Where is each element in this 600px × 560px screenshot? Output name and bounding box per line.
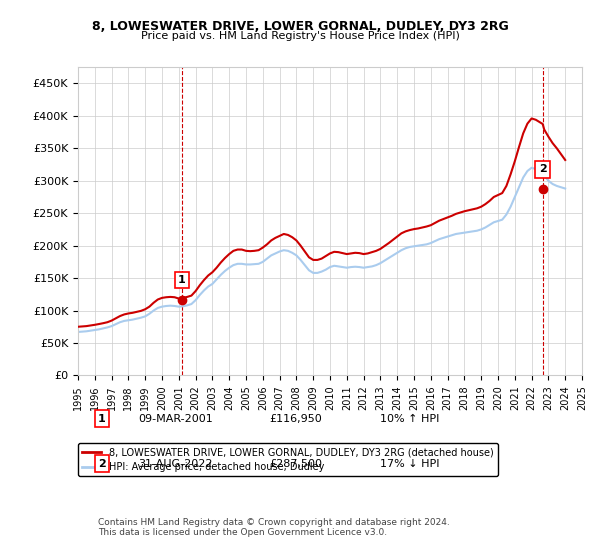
Text: 2: 2 bbox=[539, 165, 547, 174]
Text: Price paid vs. HM Land Registry's House Price Index (HPI): Price paid vs. HM Land Registry's House … bbox=[140, 31, 460, 41]
Text: 09-MAR-2001: 09-MAR-2001 bbox=[139, 414, 213, 423]
Text: 17% ↓ HPI: 17% ↓ HPI bbox=[380, 459, 440, 469]
Legend: 8, LOWESWATER DRIVE, LOWER GORNAL, DUDLEY, DY3 2RG (detached house), HPI: Averag: 8, LOWESWATER DRIVE, LOWER GORNAL, DUDLE… bbox=[78, 443, 498, 476]
Text: 8, LOWESWATER DRIVE, LOWER GORNAL, DUDLEY, DY3 2RG: 8, LOWESWATER DRIVE, LOWER GORNAL, DUDLE… bbox=[92, 20, 508, 32]
Text: 1: 1 bbox=[98, 414, 106, 423]
Text: Contains HM Land Registry data © Crown copyright and database right 2024.
This d: Contains HM Land Registry data © Crown c… bbox=[98, 517, 450, 537]
Text: £116,950: £116,950 bbox=[269, 414, 322, 423]
Text: 1: 1 bbox=[178, 275, 185, 285]
Text: 10% ↑ HPI: 10% ↑ HPI bbox=[380, 414, 440, 423]
Text: 31-AUG-2022: 31-AUG-2022 bbox=[139, 459, 213, 469]
Text: £287,500: £287,500 bbox=[269, 459, 323, 469]
Text: 2: 2 bbox=[98, 459, 106, 469]
